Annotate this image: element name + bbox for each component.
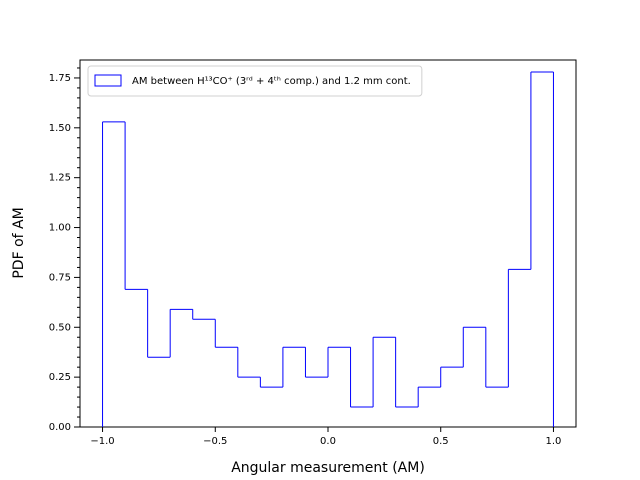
legend-box [87, 65, 423, 97]
y-tick-label: 1.75 [49, 73, 71, 84]
x-tick-label: −0.5 [203, 436, 227, 447]
y-tick-label: 1.50 [49, 123, 71, 134]
y-tick-label: 0.50 [49, 322, 71, 333]
y-tick-label: 0.75 [49, 272, 71, 283]
legend-swatch [94, 74, 122, 87]
legend-label: AM between H¹³CO⁺ (3ʳᵈ + 4ᵗʰ comp.) and … [132, 76, 411, 87]
x-tick-label: 1.0 [546, 436, 562, 447]
x-tick-label: 0.0 [320, 436, 336, 447]
y-tick-label: 0.00 [49, 422, 71, 433]
x-tick-label: 0.5 [433, 436, 449, 447]
y-tick-label: 0.25 [49, 372, 71, 383]
y-tick-label: 1.25 [49, 173, 71, 184]
y-axis-label: PDF of AM [11, 207, 27, 278]
x-tick-label: −1.0 [90, 436, 114, 447]
x-axis-label: Angular measurement (AM) [231, 460, 425, 476]
y-tick-label: 1.00 [49, 223, 71, 234]
